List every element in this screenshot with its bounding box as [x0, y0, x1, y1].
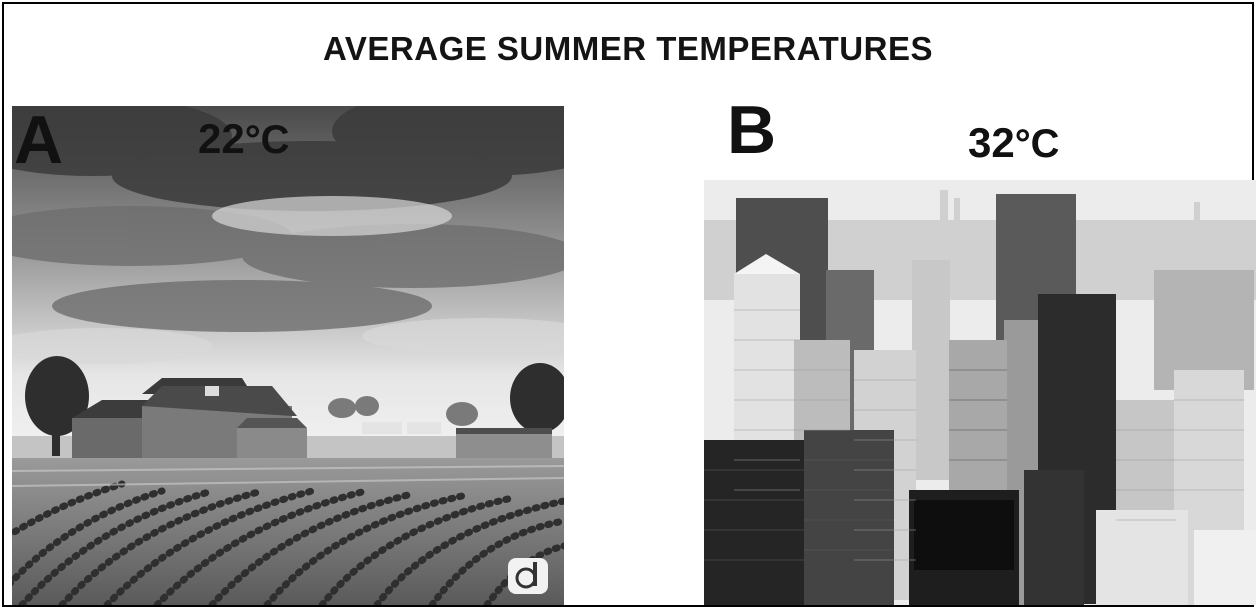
panel-b-temperature-value: 32	[968, 119, 1015, 166]
panel-b-temperature-unit: °C	[1014, 122, 1060, 166]
panel-b-temperature: 32°C	[968, 122, 1059, 165]
panel-a-temperature: 22°C	[198, 118, 289, 161]
rural-farmland-photo	[12, 106, 564, 605]
rural-scene-drawing	[12, 106, 564, 605]
panel-b-label: B	[727, 92, 777, 168]
city-scene-drawing	[704, 180, 1256, 605]
panel-a-temperature-unit: °C	[244, 118, 290, 162]
panel-a-label: A	[14, 102, 64, 178]
panel-a-temperature-value: 22	[198, 115, 245, 162]
watermark-logo-icon	[508, 558, 548, 594]
city-skyline-photo	[704, 180, 1256, 605]
figure-title: AVERAGE SUMMER TEMPERATURES	[323, 30, 933, 67]
